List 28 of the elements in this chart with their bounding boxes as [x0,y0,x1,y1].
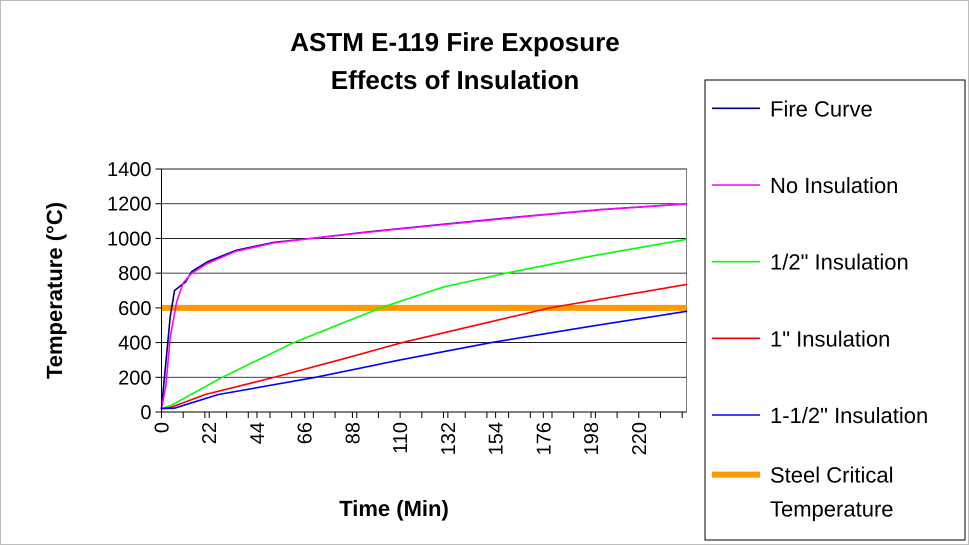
y-axis-title: Temperature (°C) [42,202,67,380]
legend-label: 1" Insulation [770,326,890,352]
x-tick-label: 220 [628,422,651,456]
x-axis-title: Time (Min) [339,496,449,521]
y-tick-label: 200 [118,367,152,390]
x-tick-label: 110 [390,422,412,454]
y-tick-label: 1400 [107,159,152,181]
y-tick-label: 400 [118,332,152,355]
chart-title: ASTM E-119 Fire Exposure Effects of Insulation [290,27,620,95]
x-tick-label: 88 [342,422,364,444]
x-tick-label: 198 [581,422,604,456]
x-tick-label: 176 [533,422,556,456]
legend-label: No Insulation [770,173,898,198]
y-tick-label: 1000 [107,228,152,250]
legend-label: Fire Curve [770,96,873,122]
y-tick-label: 600 [118,298,152,320]
x-tick-label: 0 [152,422,174,434]
y-tick-label: 800 [118,263,152,286]
x-tick-label: 132 [438,422,460,456]
x-tick-label: 66 [294,422,317,444]
legend-label: Steel Critical Temperature [770,462,894,522]
y-tick-label: 0 [140,402,152,424]
x-tick-label: 154 [486,422,508,456]
x-tick-label: 44 [246,422,269,444]
x-tick-label: 22 [199,422,222,444]
legend-label: 1/2" Insulation [770,250,909,275]
legend-label: 1-1/2" Insulation [770,403,928,428]
y-tick-label: 1200 [107,194,152,216]
